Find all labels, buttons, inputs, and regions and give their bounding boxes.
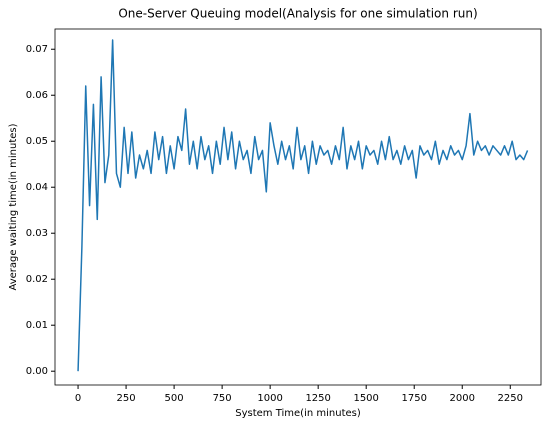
x-tick-label: 1500 (353, 393, 378, 404)
x-tick-label: 2000 (450, 393, 475, 404)
x-tick-label: 250 (117, 393, 136, 404)
chart-title: One-Server Queuing model(Analysis for on… (118, 7, 477, 21)
plot-frame (54, 28, 542, 386)
y-tick-label: 0.05 (26, 136, 48, 147)
y-tick-label: 0.04 (26, 182, 48, 193)
x-tick-label: 1250 (305, 393, 330, 404)
y-tick-label: 0.02 (26, 274, 48, 285)
x-tick-label: 500 (165, 393, 184, 404)
x-tick-label: 2250 (498, 393, 523, 404)
y-axis-label: Average waiting time(in minutes) (8, 123, 19, 290)
x-tick-label: 1750 (401, 393, 426, 404)
y-tick-label: 0.06 (26, 90, 48, 101)
x-tick-label: 750 (213, 393, 232, 404)
x-tick-label: 0 (75, 393, 81, 404)
x-axis-label: System Time(in minutes) (235, 408, 361, 419)
y-tick-label: 0.00 (26, 366, 48, 377)
x-tick-label: 1000 (257, 393, 282, 404)
data-line (77, 39, 529, 372)
y-tick-label: 0.01 (26, 320, 48, 331)
y-tick-label: 0.07 (26, 44, 48, 55)
y-tick-label: 0.03 (26, 228, 48, 239)
